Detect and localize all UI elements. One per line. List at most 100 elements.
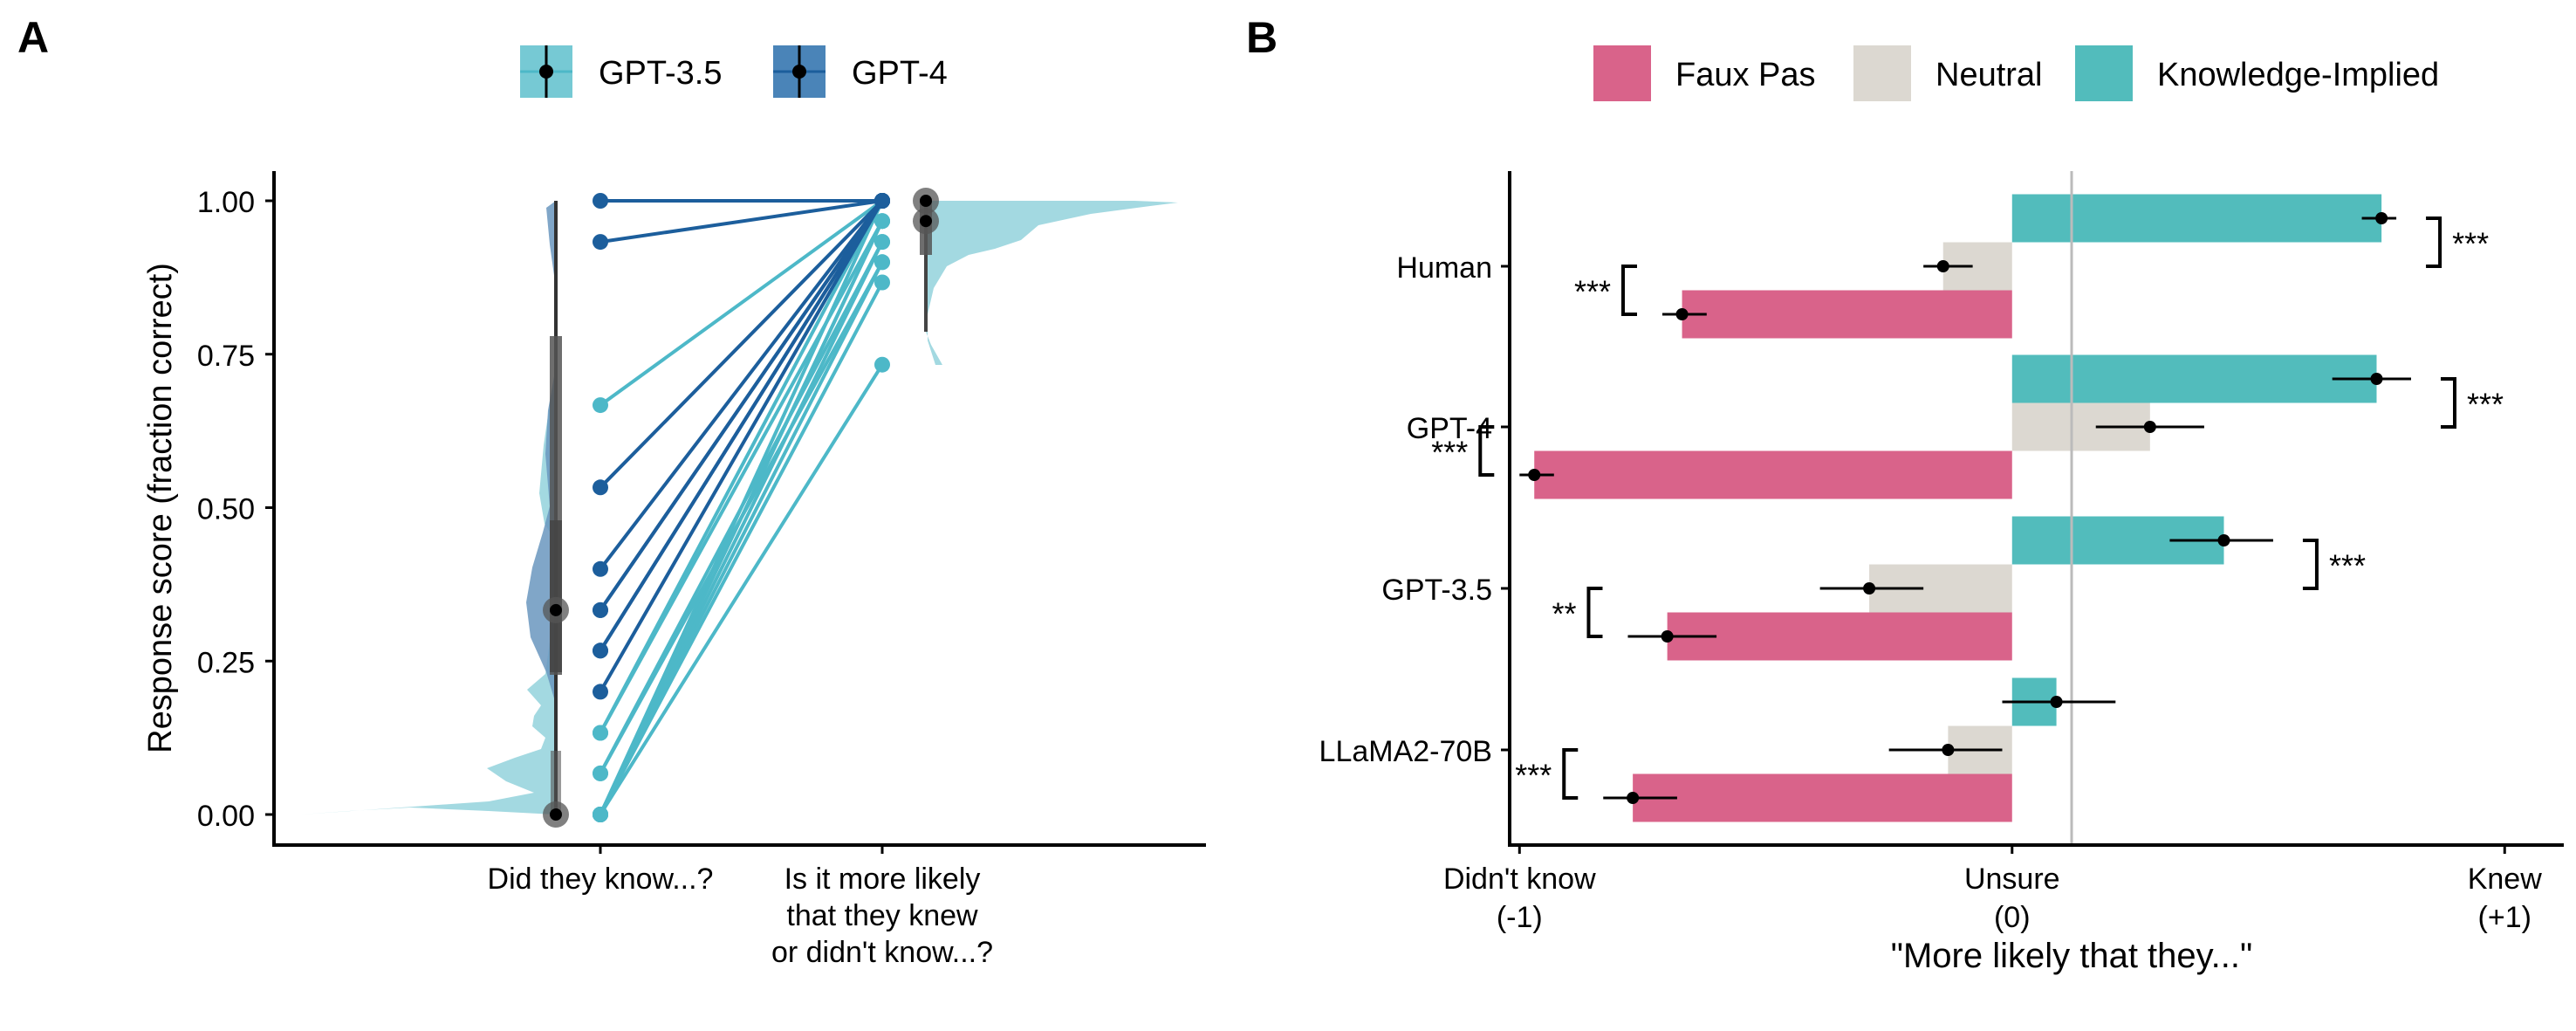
point-left-1-3 [593,560,608,577]
mean-point-0-3 [2050,696,2063,708]
panel-a: A GPT-3.5 GPT-4 [17,13,1206,969]
median-markers [543,188,939,828]
panel-a-label: A [17,13,49,62]
line-1-2 [599,199,884,489]
x-tick-label-a-1-line-1: that they knew [786,899,978,932]
mean-point-2-0 [1675,308,1689,320]
point-right-0-1 [874,274,890,291]
y-ticks-a: 0.00 0.25 0.50 0.75 1.00 [197,186,274,833]
point-left-0-6 [593,807,608,822]
bar-2-3 [1633,773,2012,822]
line-1-3 [599,199,884,571]
mean-point-2-2 [1661,630,1674,643]
x-tick-label-a-1-line-0: Is it more likely [784,863,981,896]
legend-b-item-neutral: Neutral [1853,45,2043,101]
y-tick-label-a-4: 1.00 [197,186,255,219]
legend-b-swatch-fauxpas [1593,45,1651,101]
line-0-8 [599,241,884,774]
sig-bracket-2 [2441,377,2457,429]
sig-label-6: *** [1515,758,1552,794]
line-1-7 [599,199,884,612]
median-dot-1 [550,603,562,616]
sig-label-3: *** [1431,435,1468,471]
y-ticks-b: Human GPT-4 GPT-3.5 LLaMA2-70B [1319,251,1510,768]
point-left-1-2 [593,479,608,496]
legend-a-label-gpt35: GPT-3.5 [599,55,723,92]
paired-points [593,193,890,822]
bar-2-1 [1534,450,2012,499]
legend-a-point-gpt4 [792,65,806,79]
mean-point-1-0 [1936,260,1949,272]
y-tick-label-b-3: LLaMA2-70B [1319,735,1492,768]
mean-point-0-2 [2217,534,2230,546]
bar-0-1 [2011,354,2377,403]
legend-a-item-gpt4: GPT-4 [773,45,948,98]
sig-label-0: *** [2452,226,2489,262]
y-tick-label-a-3: 0.75 [197,340,255,373]
line-1-6 [599,200,884,693]
y-axis-label-a: Response score (fraction correct) [142,263,179,753]
point-right-0-9 [874,213,890,230]
legend-b-item-knowledge: Knowledge-Implied [2075,45,2439,101]
line-1-8 [599,199,884,652]
legend-a: GPT-3.5 GPT-4 [520,45,948,98]
point-left-0-8 [593,765,608,781]
x-tick-label-b-1-line-0: Unsure [1964,863,2060,896]
line-0-11 [599,199,884,407]
sig-bracket-3 [1478,425,1495,477]
x-tick-label-a-1-line-2: or didn't know...? [771,936,993,969]
x-tick-label-b-0-line-1: (-1) [1497,901,1543,934]
legend-b: Faux Pas Neutral Knowledge-Implied [1593,45,2439,101]
sig-bracket-0 [2426,217,2442,268]
bar-0-0 [2011,194,2382,243]
x-tick-label-b-1-line-1: (0) [1994,901,2031,934]
median-dot-2 [920,215,932,228]
mean-point-0-0 [2375,212,2388,224]
legend-b-label-fauxpas: Faux Pas [1675,57,1816,93]
boxplot-left [550,201,562,814]
legend-b-item-fauxpas: Faux Pas [1593,45,1816,101]
y-tick-label-a-1: 0.25 [197,646,255,679]
significance-brackets: ******************** [1431,217,2504,800]
mean-point-0-1 [2370,373,2383,385]
point-left-0-11 [593,397,608,414]
point-right-0-8 [874,234,890,251]
point-right-0-7 [874,254,890,271]
y-tick-label-b-0: Human [1396,251,1492,285]
y-tick-label-a-0: 0.00 [197,800,255,833]
mean-point-1-2 [1863,582,1876,595]
x-tick-label-b-2-line-0: Knew [2468,863,2542,896]
density-gpt35-left [301,384,556,814]
mean-point-2-1 [1528,469,1541,481]
sig-label-1: *** [1574,274,1611,310]
point-right-0-0 [874,356,890,373]
line-1-1 [599,199,883,244]
panel-b-label: B [1246,13,1278,62]
x-tick-label-a-0-line-0: Did they know...? [488,863,714,896]
x-tick-label-b-2-line-1: (+1) [2478,901,2531,934]
mean-point-1-3 [1942,744,1955,756]
mean-point-2-3 [1627,792,1640,804]
sig-bracket-1 [1620,265,1637,316]
x-ticks-b: Didn't know (-1) Unsure (0) Knew (+1) [1443,845,2542,934]
legend-a-point-gpt35 [539,65,553,79]
legend-b-label-neutral: Neutral [1935,57,2043,93]
bar-2-2 [1667,612,2012,661]
legend-a-item-gpt35: GPT-3.5 [520,45,723,98]
x-tick-label-b-0-line-0: Didn't know [1443,863,1596,896]
y-tick-label-b-1: GPT-4 [1407,412,1492,445]
plot-a: 0.00 0.25 0.50 0.75 1.00 Did they know...? Is… [142,171,1206,969]
y-tick-label-b-2: GPT-3.5 [1381,574,1492,607]
line-0-0 [599,363,884,816]
paired-lines [599,199,884,816]
panel-b: B Faux Pas Neutral Knowledge-Implied ***… [1246,13,2564,975]
legend-b-swatch-neutral [1853,45,1911,101]
median-dot-3 [920,195,932,207]
sig-bracket-4 [2302,539,2319,590]
sig-bracket-5 [1586,587,1603,638]
sig-label-5: ** [1552,596,1576,632]
y-tick-label-a-2: 0.50 [197,493,255,526]
bar-2-0 [1682,290,2012,339]
